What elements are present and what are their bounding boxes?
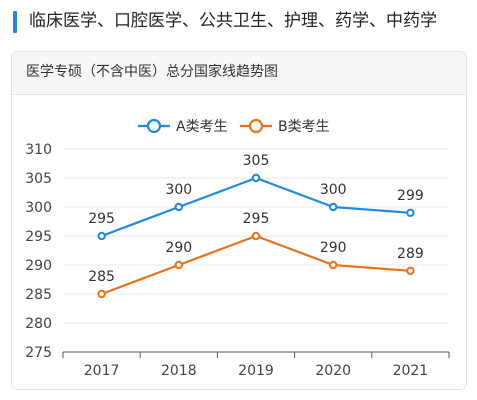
y-tick-label: 275 [25, 345, 52, 361]
data-point [251, 231, 261, 241]
page-header: 临床医学、口腔医学、公共卫生、护理、药学、中药学 [13, 10, 473, 33]
data-point [329, 202, 338, 212]
data-point [97, 289, 106, 299]
chart-card-header: 医学专硕（不含中医）总分国家线趋势图 [12, 52, 466, 95]
x-tick-label: 2020 [315, 363, 351, 379]
legend-marker [248, 118, 264, 134]
x-tick-label: 2019 [238, 363, 274, 379]
data-point [174, 202, 184, 212]
legend-marker [146, 118, 162, 134]
data-label: 290 [165, 240, 192, 256]
data-point [406, 208, 415, 218]
y-tick-label: 290 [25, 258, 52, 274]
y-tick-label: 310 [25, 142, 52, 158]
data-point [97, 231, 106, 241]
data-label: 300 [320, 182, 347, 198]
header-accent-bar [13, 11, 17, 33]
data-label: 299 [397, 188, 424, 204]
data-label: 289 [397, 246, 424, 262]
data-label: 305 [243, 153, 270, 169]
chart-title: 医学专硕（不含中医）总分国家线趋势图 [26, 64, 278, 80]
y-tick-label: 305 [25, 171, 52, 187]
legend-label: A类考生 [176, 119, 228, 135]
data-label: 290 [320, 240, 347, 256]
legend-label: B类考生 [278, 119, 330, 135]
data-label: 295 [88, 211, 115, 227]
x-tick-label: 2017 [84, 363, 120, 379]
x-tick-label: 2018 [161, 363, 197, 379]
data-label: 300 [165, 182, 192, 198]
data-point [406, 266, 415, 275]
y-tick-label: 300 [25, 200, 52, 216]
x-tick-label: 2021 [393, 363, 429, 379]
data-label: 295 [243, 211, 270, 227]
data-point [251, 173, 261, 183]
y-tick-label: 285 [25, 287, 52, 303]
data-point [174, 260, 184, 270]
chart-card: 医学专硕（不含中医）总分国家线趋势图 [11, 51, 467, 390]
header-title: 临床医学、口腔医学、公共卫生、护理、药学、中药学 [29, 11, 437, 31]
y-tick-label: 295 [25, 229, 52, 245]
data-point [329, 260, 338, 270]
data-label: 285 [88, 269, 115, 285]
y-tick-label: 280 [25, 316, 52, 332]
